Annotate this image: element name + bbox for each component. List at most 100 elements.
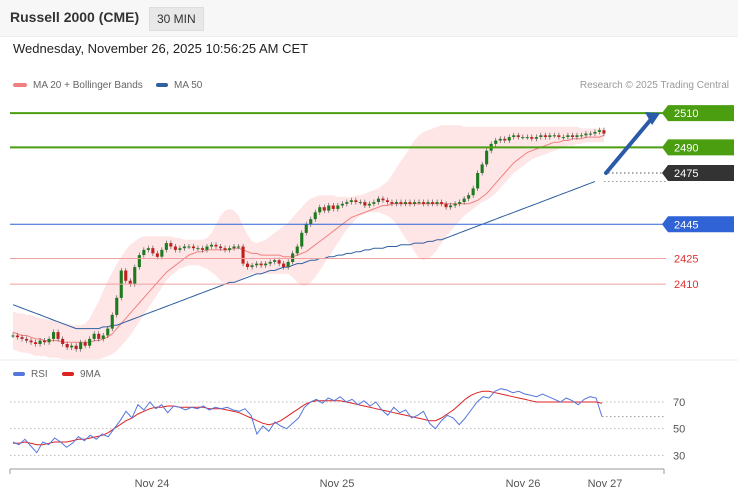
candle <box>444 201 448 210</box>
candle-body <box>110 314 114 329</box>
candle-body <box>124 270 128 281</box>
x-tick-label: Nov 27 <box>588 478 623 490</box>
candle <box>92 331 96 342</box>
candle-body <box>11 335 15 337</box>
candle-body <box>273 260 277 262</box>
candle <box>363 199 367 209</box>
candle-body <box>246 263 250 267</box>
candle <box>268 259 272 267</box>
candle-body <box>47 338 51 343</box>
candle <box>525 134 529 140</box>
candle <box>97 331 101 342</box>
candle <box>462 196 466 205</box>
candle <box>480 161 484 176</box>
time-axis: Nov 24 Nov 25 Nov 26 Nov 27 <box>9 468 665 490</box>
candle <box>534 134 538 142</box>
candle-body <box>160 249 164 257</box>
candle-body <box>349 200 353 202</box>
candle-body <box>435 202 439 204</box>
x-tick-label: Nov 26 <box>506 478 541 490</box>
candle-body <box>313 212 317 220</box>
candle-body <box>539 135 543 137</box>
candle-body <box>485 150 489 165</box>
legend-9ma-swatch <box>62 372 74 377</box>
legend-ma50: MA 50 <box>156 80 202 91</box>
legend-rsi-label: RSI <box>31 369 48 380</box>
candle-body <box>178 248 182 250</box>
instrument-title: Russell 2000 (CME) <box>10 9 140 25</box>
candle <box>142 247 146 258</box>
level-value: 2445 <box>674 219 698 231</box>
candle-body <box>25 338 29 341</box>
candle <box>219 243 223 251</box>
candle-body <box>552 135 556 137</box>
ma20-line <box>12 134 605 343</box>
candle-body <box>588 133 592 135</box>
candle <box>422 199 426 207</box>
candle-body <box>431 202 435 204</box>
candle <box>191 243 195 251</box>
candle-body <box>363 202 367 206</box>
candle <box>313 209 317 222</box>
candle <box>507 134 511 144</box>
candle-body <box>602 130 606 134</box>
candle-body <box>101 335 105 339</box>
interval-badge[interactable]: 30 MIN <box>149 7 204 31</box>
candle-body <box>417 202 421 204</box>
candle <box>458 199 462 207</box>
candle-body <box>155 253 159 257</box>
candle <box>358 199 362 205</box>
candle-body <box>570 135 574 137</box>
candle <box>349 197 353 205</box>
candle <box>345 199 349 207</box>
level-2425: 2425 <box>10 254 698 266</box>
timestamp: Wednesday, November 26, 2025 10:56:25 AM… <box>13 41 309 56</box>
candle-body <box>146 248 150 250</box>
candle-body <box>399 202 403 204</box>
candle-body <box>413 202 417 204</box>
candle <box>354 197 358 205</box>
projection-arrow-shaft <box>604 116 654 175</box>
candle <box>155 250 159 260</box>
candle <box>11 332 15 339</box>
candle-body <box>205 246 209 250</box>
candle-body <box>79 342 83 350</box>
candle <box>200 245 204 253</box>
candle <box>530 134 534 142</box>
candle-body <box>476 173 480 189</box>
candle-body <box>169 243 173 247</box>
candle-body <box>566 135 570 137</box>
candle <box>390 199 394 207</box>
candle <box>408 199 412 207</box>
candle-body <box>494 140 498 144</box>
candle-body <box>381 198 385 201</box>
candle <box>151 245 155 256</box>
candle-body <box>597 130 601 132</box>
candle-body <box>29 340 33 343</box>
candle-body <box>444 203 448 208</box>
candle-body <box>471 188 475 196</box>
level-value: 2490 <box>674 142 698 154</box>
candle-body <box>259 263 263 266</box>
candle <box>164 240 168 253</box>
candle <box>56 329 60 342</box>
candle-body <box>340 203 344 206</box>
candle <box>376 196 380 205</box>
candle-body <box>97 333 101 339</box>
candle <box>52 329 56 342</box>
candle-body <box>70 345 74 348</box>
legend-rsi: RSI <box>13 369 48 380</box>
candle <box>124 267 128 284</box>
candle <box>476 170 480 191</box>
candle-body <box>543 135 547 137</box>
candle-body <box>376 198 380 202</box>
candle-body <box>151 248 155 254</box>
level-2445: 2445 <box>10 216 734 233</box>
candle <box>336 202 340 212</box>
level-value: 2410 <box>674 279 698 291</box>
candle <box>187 243 191 250</box>
candle <box>417 199 421 205</box>
candle-body <box>219 246 223 249</box>
candle-body <box>462 198 466 202</box>
